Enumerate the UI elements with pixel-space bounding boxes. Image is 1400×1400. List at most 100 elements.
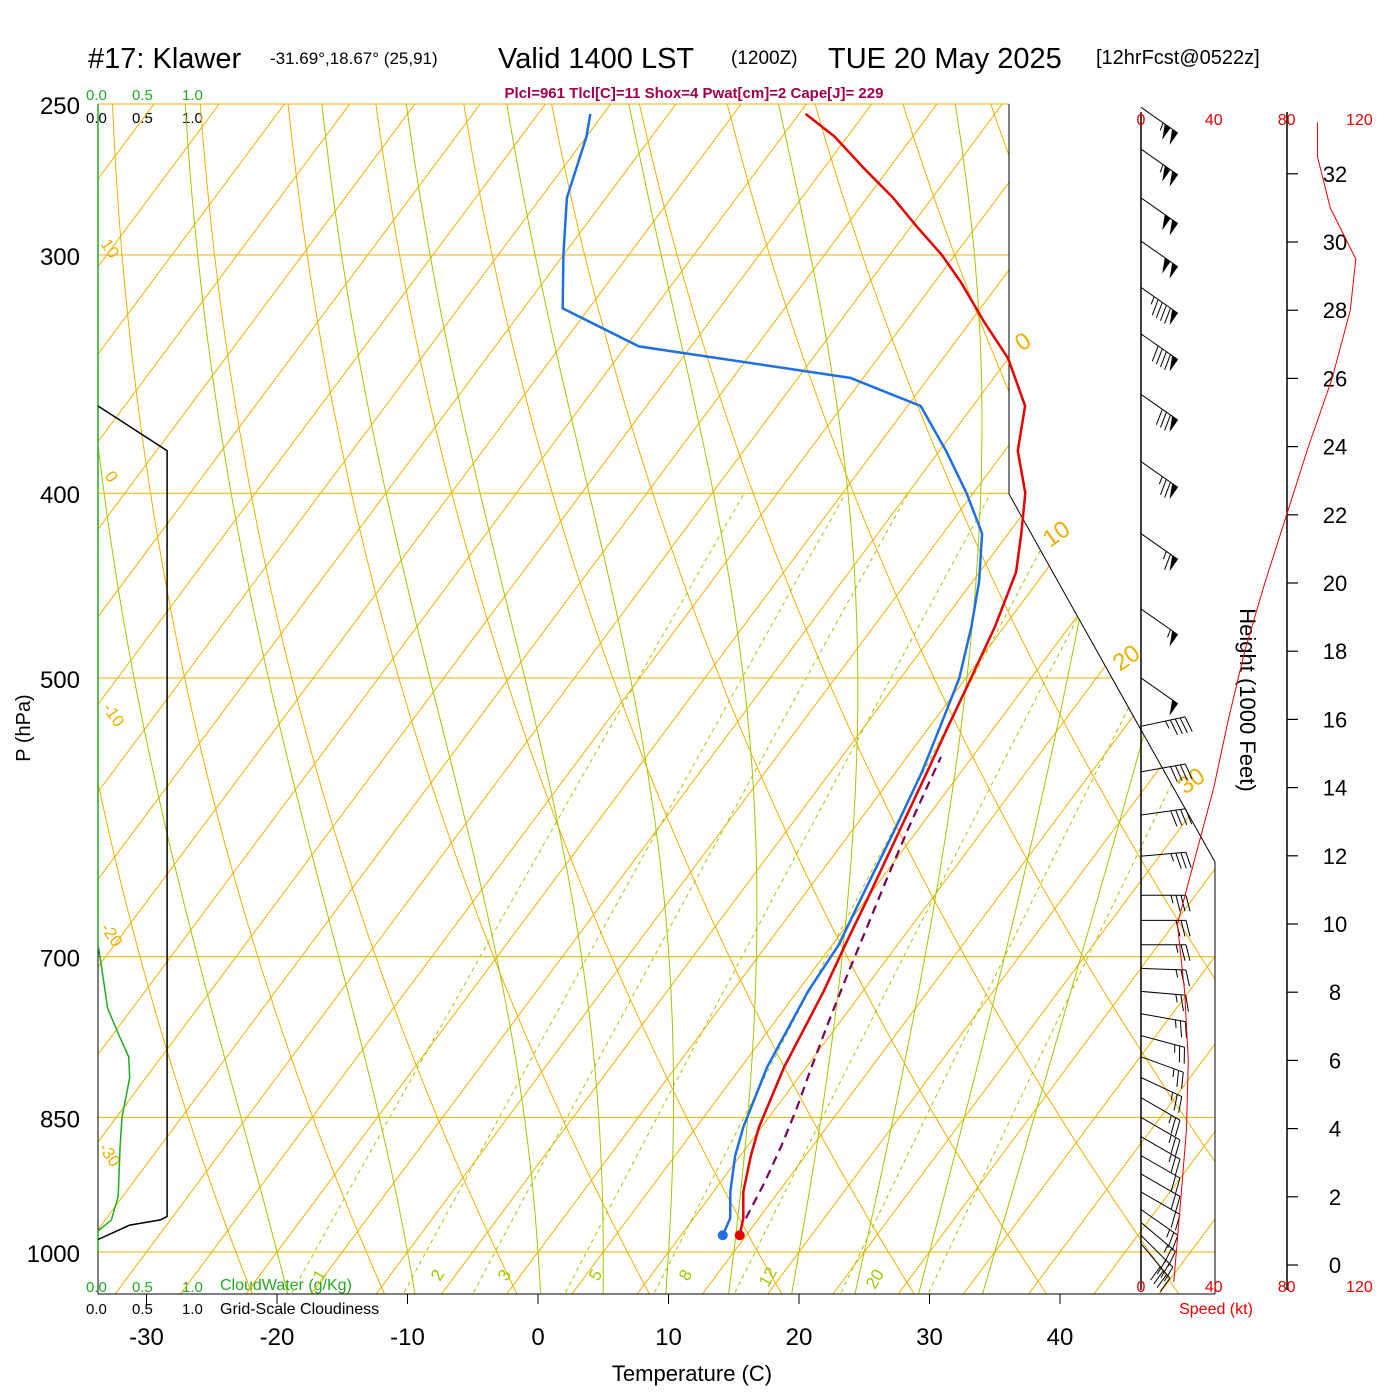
isotherm-line — [1262, 70, 1400, 1331]
isotherm-line — [674, 104, 1215, 1294]
wind-barb-feather — [1174, 1120, 1181, 1137]
mixing-ratio-line — [734, 492, 1144, 1293]
isotherm-line — [805, 104, 1215, 1294]
wind-barb-feather — [1175, 895, 1181, 912]
wind-barb-staff — [1140, 1056, 1184, 1073]
wind-barb — [1140, 1243, 1171, 1292]
wind-barb — [1140, 287, 1179, 326]
temperature-tick-label: 20 — [786, 1324, 813, 1351]
wind-barb — [1140, 393, 1179, 432]
temperature-tick-label: -30 — [129, 1324, 164, 1351]
wind-barb-staff — [1140, 1155, 1181, 1179]
dry-adiabat-line — [98, 104, 268, 1294]
isotherm-line — [739, 104, 1215, 1294]
wind-barb-half-feather — [1170, 895, 1174, 904]
wind-barb-half-feather — [1170, 853, 1175, 862]
pressure-tick-label: 500 — [40, 667, 80, 694]
wind-barb-half-feather — [1175, 994, 1178, 1003]
wind-barb — [1140, 990, 1189, 1012]
wind-barb-staff — [1140, 106, 1179, 134]
isotherm-label-m20-left: -20 — [97, 919, 127, 950]
cloud-scale-top: 0.0 0.5 1.0 0.0 0.5 1.0 — [86, 87, 203, 127]
mixing-ratio-line — [840, 492, 1215, 1293]
wind-barb-feather — [1175, 852, 1182, 869]
wind-barb-staff — [1140, 197, 1179, 225]
height-tick-label: 0 — [1329, 1253, 1341, 1278]
wind-barbs — [1140, 106, 1193, 1292]
wind-barb-feather — [1160, 479, 1167, 495]
wind-barb-feather — [1185, 969, 1190, 987]
isotherm-line — [609, 104, 1215, 1294]
wind-barb-feather — [1150, 1266, 1161, 1281]
temperature-line — [738, 112, 1027, 1236]
height-tick-label: 28 — [1323, 298, 1347, 323]
isotherm-line — [98, 104, 963, 1294]
wind-speed-profile — [1173, 122, 1357, 1283]
height-tick-label: 22 — [1323, 503, 1347, 528]
mixing-ratio-line — [403, 492, 846, 1293]
wind-barb — [1140, 1077, 1183, 1113]
wind-barb-feather — [1174, 718, 1183, 735]
isotherm-label-10-right: 10 — [1038, 515, 1075, 552]
wind-barb-feather — [1175, 765, 1183, 782]
height-tick-label: 10 — [1323, 912, 1347, 937]
pressure-axis: 250 300 400 500 700 850 1000 — [27, 93, 80, 1268]
wind-barb-feather — [1167, 1232, 1175, 1249]
mixing-ratio-line — [291, 492, 745, 1293]
wind-barb-feather — [1185, 995, 1189, 1012]
wind-barb — [1141, 944, 1191, 961]
temperature-axis-label: Temperature (C) — [612, 1361, 772, 1386]
wind-barb-feather — [1170, 1117, 1177, 1134]
cloud-scale-bottom: 0.0 0.5 1.0 CloudWater (g/Kg) 0.0 0.5 1.… — [86, 1277, 379, 1318]
moist-adiabat-line — [628, 104, 758, 1294]
speed-axis-label: Speed (kt) — [1179, 1301, 1253, 1318]
valid-date: TUE 20 May 2025 — [828, 43, 1062, 75]
moist-adiabat-lines — [98, 104, 1215, 1294]
wind-barb-feather — [1164, 414, 1171, 431]
dry-adiabat-line — [457, 104, 939, 1294]
dry-adiabat-line — [1326, 70, 1400, 1331]
wind-barb-feather — [1184, 716, 1193, 732]
temperature-tick-label: 0 — [531, 1324, 544, 1351]
wind-barb-staff — [1140, 393, 1179, 421]
wind-barb-feather — [1164, 354, 1171, 371]
wind-barb-pennant — [1169, 416, 1178, 432]
speed-tick-label-bottom: 0 — [1137, 1279, 1146, 1296]
surface-temperature-point — [734, 1230, 745, 1241]
wind-barb-feather — [1155, 409, 1163, 425]
moist-adiabat-line — [184, 104, 422, 1294]
wind-barb-feather — [1159, 1277, 1171, 1292]
dry-adiabat-line — [284, 104, 670, 1294]
wind-barb-feather — [1179, 717, 1188, 733]
wind-barb-pennant — [1169, 170, 1178, 187]
wind-barb-half-feather — [1175, 944, 1179, 953]
wind-barb-staff — [1140, 677, 1179, 705]
wind-barb — [1140, 1056, 1184, 1089]
height-axis-label: Height (1000 Feet) — [1235, 608, 1260, 791]
wind-barb-half-feather — [1159, 122, 1164, 131]
wind-barb — [1140, 1222, 1176, 1267]
height-tick-label: 12 — [1323, 844, 1347, 869]
cloud-scale-bottom-black-0: 0.0 — [86, 1301, 107, 1318]
isotherm-label-30-right: 30 — [1173, 762, 1210, 799]
dry-adiabat-line — [718, 104, 1215, 1294]
dry-adiabat-line — [1152, 104, 1215, 1294]
wind-barb — [1140, 1136, 1181, 1176]
pressure-tick-label: 700 — [40, 946, 80, 973]
wind-barb — [1140, 197, 1179, 236]
wind-barb — [1141, 919, 1191, 937]
moist-adiabat-line — [98, 104, 298, 1294]
wind-barb-feather — [1180, 852, 1187, 869]
wind-barb-feather — [1156, 1274, 1168, 1288]
wind-barb-half-feather — [1168, 1154, 1172, 1163]
wind-barb-half-feather — [1168, 1115, 1172, 1124]
pressure-axis-label: P (hPa) — [13, 694, 35, 761]
wind-barb-pennant — [1162, 214, 1171, 231]
speed-tick-label-bottom: 120 — [1346, 1279, 1373, 1296]
wind-barb-staff — [1140, 333, 1179, 361]
temperature-tick-label: 40 — [1047, 1324, 1074, 1351]
wind-barb-half-feather — [1175, 969, 1179, 978]
wind-barb-half-feather — [1172, 1068, 1175, 1078]
temperature-tick-label: -20 — [260, 1324, 295, 1351]
